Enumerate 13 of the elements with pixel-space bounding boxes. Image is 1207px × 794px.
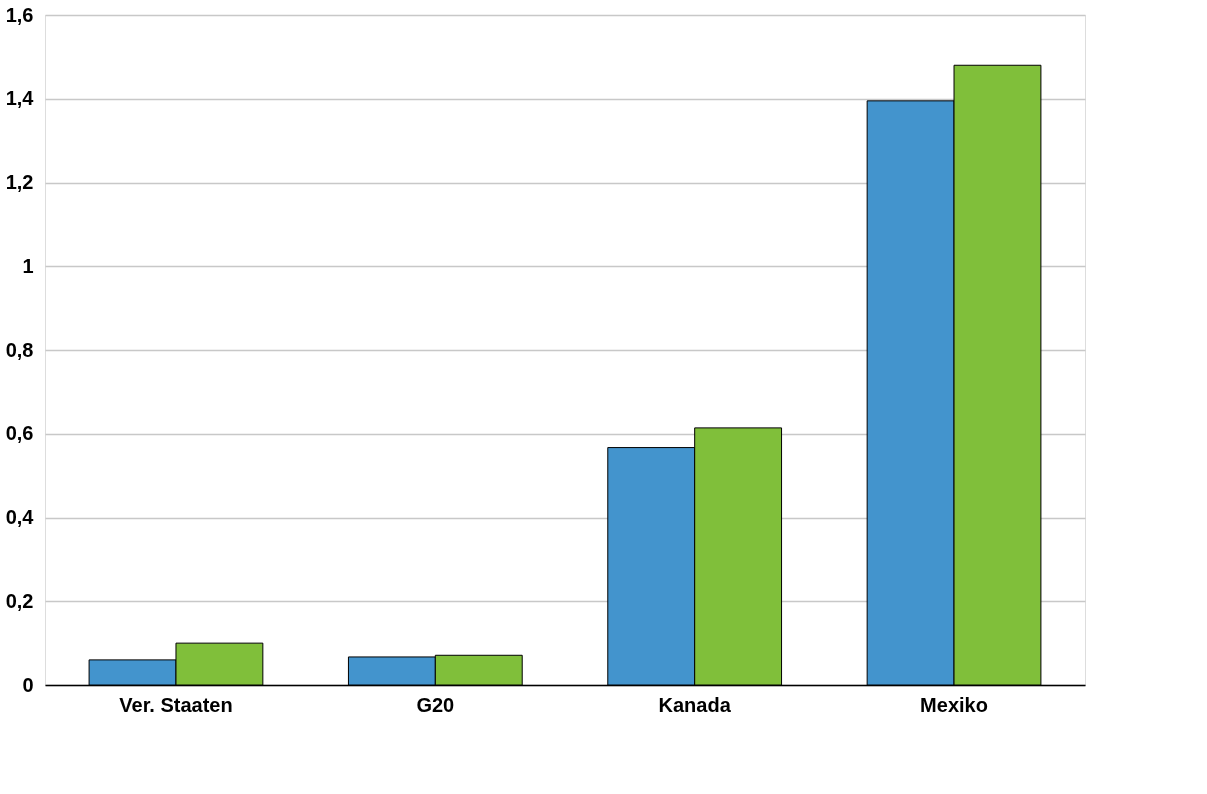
x-tick-label: Mexiko <box>920 693 988 716</box>
y-tick-label: 0,2 <box>5 589 34 612</box>
y-tick-label: 0,6 <box>5 422 34 445</box>
y-tick-label: 0,8 <box>5 338 34 361</box>
x-tick-label: Ver. Staaten <box>119 693 233 716</box>
y-tick-label: 0 <box>22 673 34 696</box>
y-tick-label: 0,4 <box>5 506 35 528</box>
y-tick-label: 1,4 <box>5 87 35 110</box>
y-tick-label: 1,2 <box>5 171 34 193</box>
x-tick-label: Kanada <box>658 693 732 716</box>
y-tick-label: 1,6 <box>5 3 34 26</box>
x-tick-label: G20 <box>416 693 455 716</box>
y-tick-label: 1 <box>22 254 34 277</box>
